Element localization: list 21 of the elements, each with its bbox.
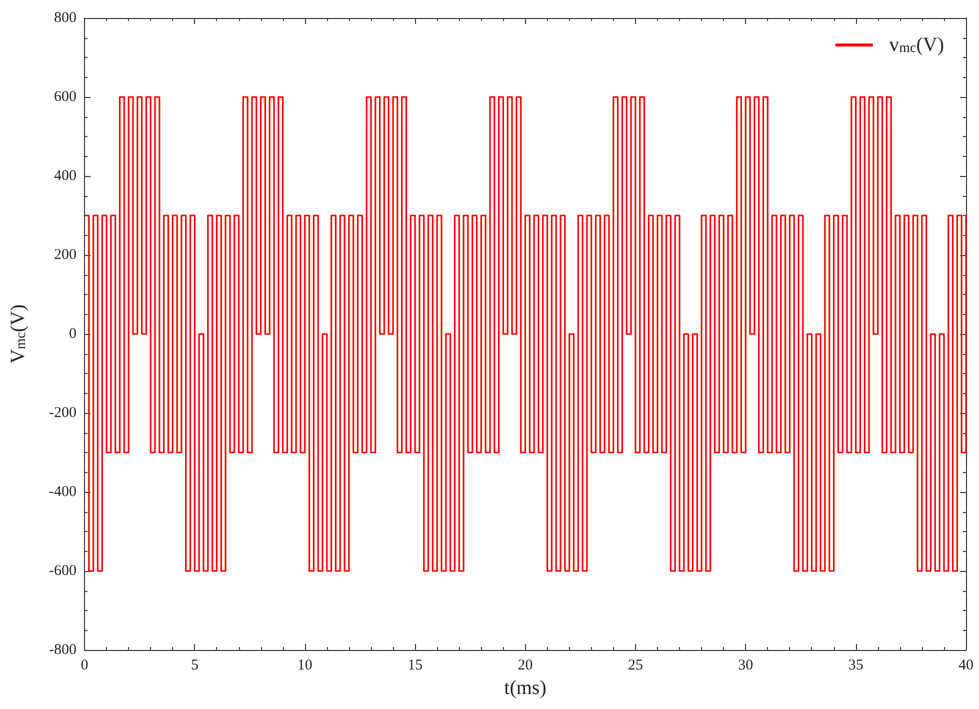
x-tick-label: 10 [297, 658, 312, 674]
y-tick-label: 400 [54, 168, 76, 184]
y-tick-label: 800 [54, 10, 76, 26]
y-tick-label: -800 [49, 642, 76, 658]
y-tick-label: 0 [69, 326, 76, 342]
x-tick-label: 5 [190, 658, 198, 674]
y-tick-label: 600 [54, 89, 76, 105]
x-tick-label: 25 [628, 658, 643, 674]
x-tick-label: 0 [80, 658, 88, 674]
x-axis-title: t(ms) [504, 676, 546, 699]
x-tick-label: 30 [738, 658, 754, 674]
legend-label: vmc(V) [889, 34, 944, 56]
y-tick-label: -200 [49, 405, 76, 421]
y-axis-title: Vmc(V) [7, 304, 29, 364]
x-tick-label: 35 [848, 658, 864, 674]
y-tick-label: -400 [49, 484, 76, 500]
y-tick-label: -600 [49, 563, 76, 579]
x-tick-label: 15 [408, 658, 423, 674]
y-tick-label: 200 [54, 247, 76, 263]
x-tick-label: 20 [518, 658, 533, 674]
x-tick-label: 40 [958, 658, 974, 674]
